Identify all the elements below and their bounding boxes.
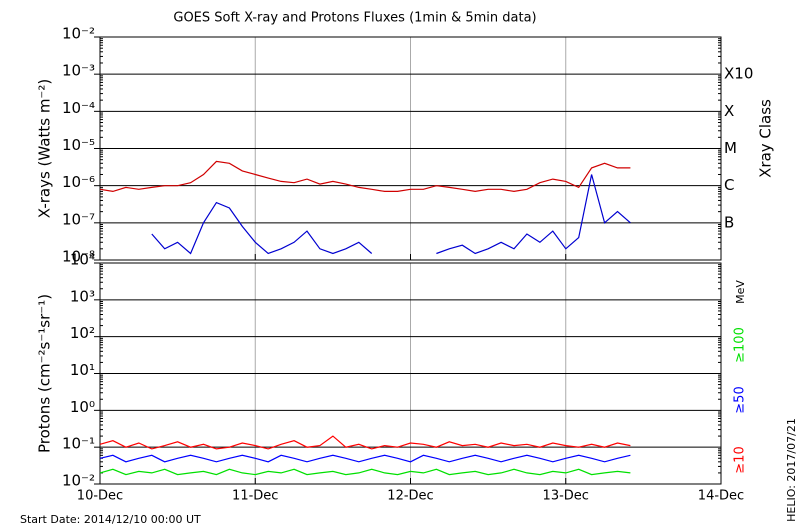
x-tick-label: 14-Dec bbox=[698, 489, 744, 504]
y-tick-label: 10⁻² bbox=[62, 25, 95, 43]
series-line bbox=[99, 468, 631, 476]
start-date: Start Date: 2014/12/10 00:00 UT bbox=[20, 513, 201, 526]
series-label: ≥100 bbox=[733, 327, 748, 363]
y-tick-label: 10⁻⁷ bbox=[62, 210, 95, 228]
y-axis-title: Protons (cm⁻²s⁻¹sr⁻¹) bbox=[36, 294, 54, 453]
class-label: B bbox=[724, 213, 734, 231]
class-label: M bbox=[724, 139, 737, 157]
chart-title: GOES Soft X-ray and Protons Fluxes (1min… bbox=[173, 11, 536, 26]
x-tick-label: 11-Dec bbox=[232, 489, 278, 504]
y-tick-label: 10⁰ bbox=[70, 398, 95, 416]
class-label: C bbox=[724, 176, 734, 194]
y-tick-label: 10⁻⁸ bbox=[62, 248, 95, 266]
y-tick-label: 10⁻³ bbox=[62, 62, 95, 80]
class-label: X bbox=[724, 102, 734, 120]
series-label: ≥50 bbox=[733, 386, 748, 413]
y-tick-label: 10³ bbox=[70, 287, 95, 305]
series-label: ≥10 bbox=[733, 446, 748, 473]
helio-date: HELIO: 2017/07/21 bbox=[785, 418, 798, 522]
series-line bbox=[99, 160, 631, 193]
x-tick-label: 12-Dec bbox=[387, 489, 433, 504]
class-label: X10 bbox=[724, 65, 753, 83]
y-tick-label: 10² bbox=[70, 324, 95, 342]
y-tick-label: 10⁴ bbox=[70, 251, 95, 269]
y-tick-label: 10⁻⁶ bbox=[62, 173, 95, 191]
y-axis-title: X-rays (Watts m⁻²) bbox=[36, 79, 54, 218]
plot-frame bbox=[99, 36, 722, 261]
y2-axis-title: Xray Class bbox=[757, 99, 775, 178]
series-line bbox=[99, 454, 631, 463]
plot-frame bbox=[99, 262, 722, 485]
y-tick-label: 10⁻¹ bbox=[62, 435, 95, 453]
y-tick-label: 10⁻² bbox=[62, 472, 95, 490]
y-tick-label: 10⁻⁴ bbox=[62, 99, 95, 117]
x-tick-label: 10-Dec bbox=[77, 489, 123, 504]
x-tick-label: 13-Dec bbox=[543, 489, 589, 504]
y2-axis-title: MeV bbox=[734, 280, 747, 304]
series-line bbox=[99, 435, 631, 450]
y-tick-label: 10¹ bbox=[70, 361, 95, 379]
series-line bbox=[151, 174, 631, 255]
y-tick-label: 10⁻⁵ bbox=[62, 136, 95, 154]
